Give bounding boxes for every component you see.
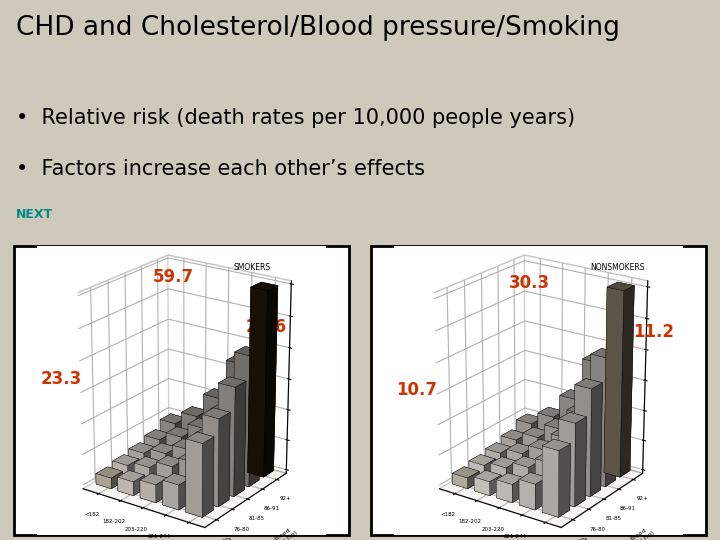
Text: 10.7: 10.7 [397, 381, 438, 399]
Y-axis label: Diastolic blood
pressure (mm Hg): Diastolic blood pressure (mm Hg) [601, 525, 655, 540]
Text: 30.3: 30.3 [509, 274, 550, 292]
Y-axis label: Diastolic blood
pressure (mm Hg): Diastolic blood pressure (mm Hg) [245, 525, 299, 540]
Text: NEXT: NEXT [16, 208, 53, 221]
Text: 23.3: 23.3 [40, 369, 81, 388]
Text: 11.2: 11.2 [634, 323, 675, 341]
Text: NONSMOKERS: NONSMOKERS [590, 263, 644, 272]
Text: 59.7: 59.7 [153, 268, 194, 287]
Text: •  Factors increase each other’s effects: • Factors increase each other’s effects [16, 159, 425, 179]
Text: 29.6: 29.6 [246, 318, 287, 335]
Text: CHD and Cholesterol/Blood pressure/Smoking: CHD and Cholesterol/Blood pressure/Smoki… [16, 15, 620, 41]
Text: •  Relative risk (death rates per 10,000 people years): • Relative risk (death rates per 10,000 … [16, 108, 575, 128]
Text: SMOKERS: SMOKERS [234, 263, 271, 272]
